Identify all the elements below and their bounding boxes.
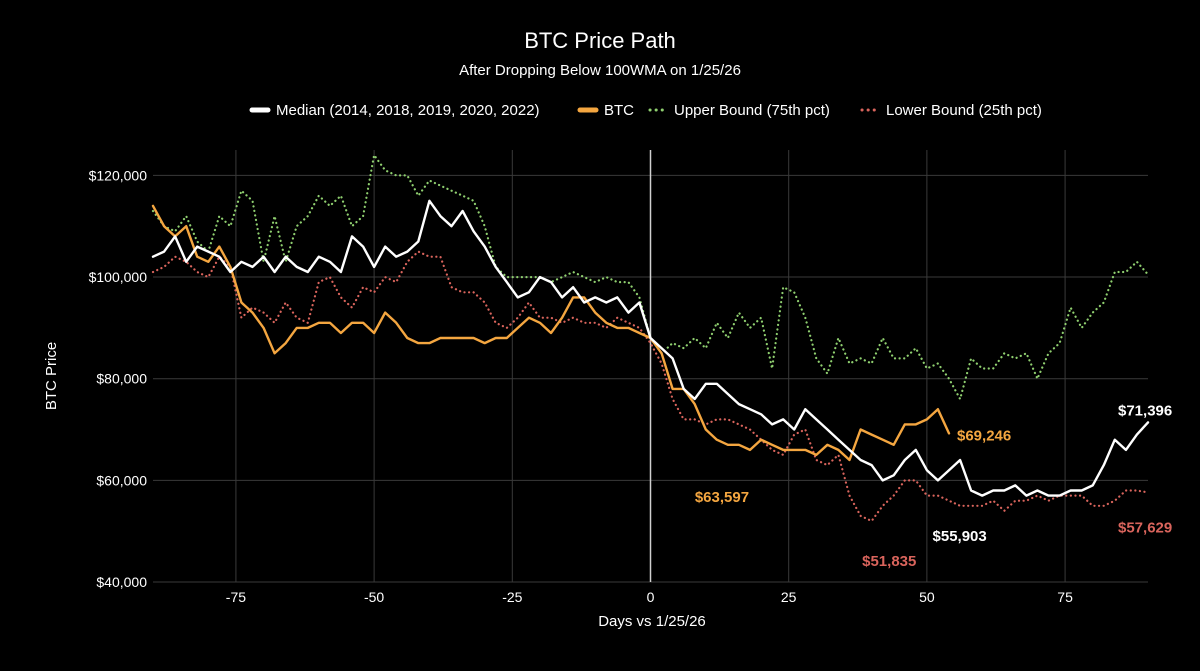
legend-label-lower-bound-line: Lower Bound (25th pct) — [886, 102, 1042, 119]
y-tick-label: $80,000 — [96, 371, 147, 387]
price-annotation: $63,597 — [695, 489, 749, 506]
median-line — [151, 199, 1150, 497]
legend-label-btc-line: BTC — [604, 102, 634, 119]
axes: $40,000 $60,000 $80,000 $100,000 $120,000 -75… — [89, 167, 1073, 605]
btc-line — [151, 204, 951, 462]
annotations: $69,246 $63,597 $71,396 $55,903 $51,835 $57,6… — [695, 402, 1172, 569]
x-axis-label: Days vs 1/25/26 — [598, 613, 706, 630]
price-annotation: $71,396 — [1118, 402, 1172, 419]
x-tick-label: 25 — [781, 589, 797, 605]
y-tick-label: $120,000 — [89, 167, 148, 183]
lower-bound-line — [151, 250, 1150, 523]
chart-title: BTC Price Path — [524, 28, 676, 53]
y-axis-label: BTC Price — [43, 342, 60, 410]
x-tick-label: 50 — [919, 589, 935, 605]
legend-label-upper-bound-line: Upper Bound (75th pct) — [674, 102, 830, 119]
x-tick-label: -25 — [502, 589, 522, 605]
price-annotation: $57,629 — [1118, 519, 1172, 536]
price-annotation: $51,835 — [862, 553, 916, 570]
y-tick-label: $100,000 — [89, 269, 148, 285]
x-tick-label: 75 — [1057, 589, 1073, 605]
y-tick-label: $40,000 — [96, 574, 147, 590]
legend: Median (2014, 2018, 2019, 2020, 2022) BTC… — [249, 102, 1042, 119]
price-annotation: $55,903 — [933, 528, 987, 545]
x-tick-label: -50 — [364, 589, 384, 605]
price-annotation: $69,246 — [957, 427, 1011, 444]
legend-label-median-line: Median (2014, 2018, 2019, 2020, 2022) — [276, 102, 540, 119]
series-lines — [151, 154, 1150, 523]
x-tick-label: 0 — [647, 589, 655, 605]
y-tick-label: $60,000 — [96, 472, 147, 488]
chart-subtitle: After Dropping Below 100WMA on 1/25/26 — [459, 62, 741, 79]
x-tick-label: -75 — [226, 589, 246, 605]
grid-lines — [153, 150, 1148, 583]
